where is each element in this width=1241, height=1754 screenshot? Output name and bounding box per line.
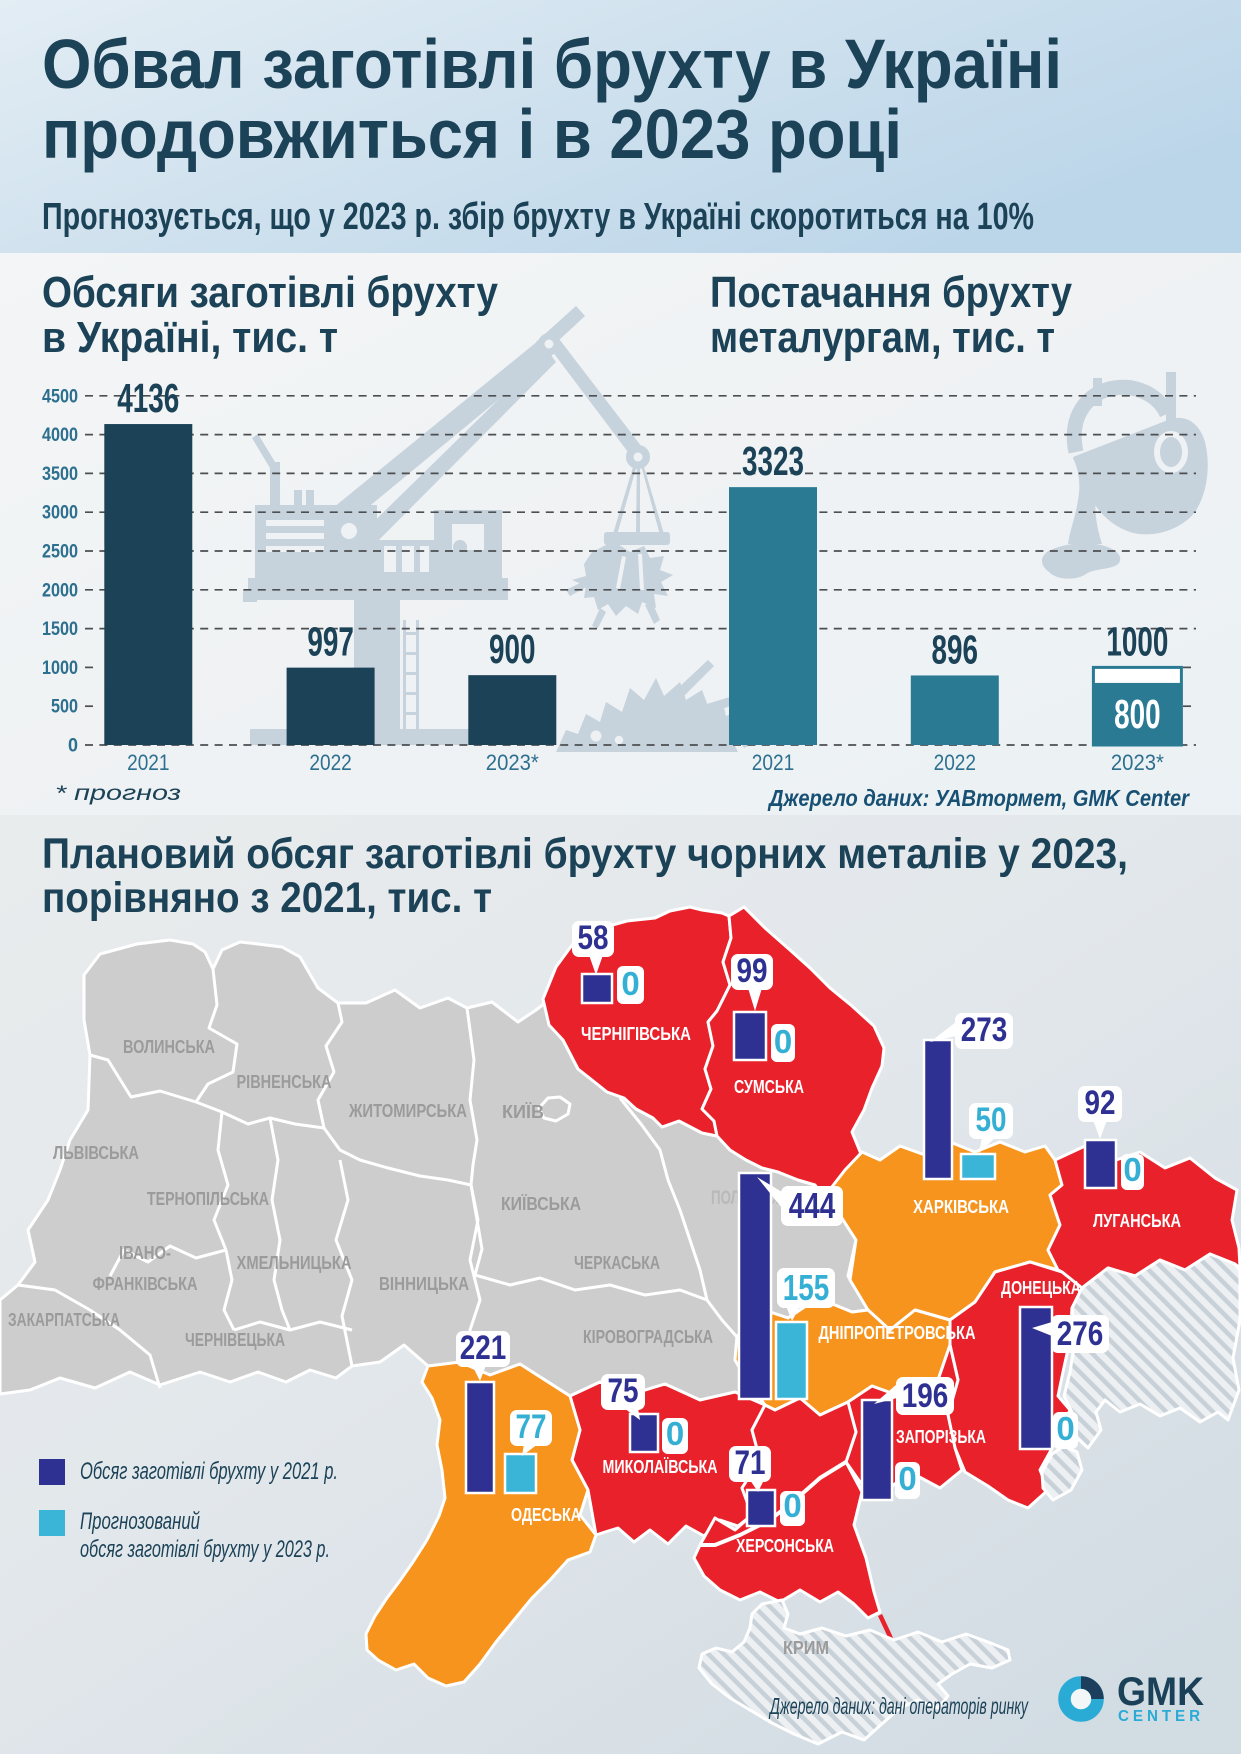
svg-text:92: 92 (1085, 1084, 1116, 1122)
svg-text:4500: 4500 (42, 385, 78, 407)
svg-text:4136: 4136 (117, 375, 179, 421)
svg-text:273: 273 (961, 1011, 1008, 1049)
svg-text:3000: 3000 (42, 502, 78, 524)
svg-text:ЖИТОМИРСЬКА: ЖИТОМИРСЬКА (348, 1100, 467, 1121)
svg-text:500: 500 (51, 696, 78, 718)
svg-text:ОДЕСЬКА: ОДЕСЬКА (511, 1504, 581, 1525)
svg-text:75: 75 (608, 1372, 639, 1410)
svg-text:ФРАНКІВСЬКА: ФРАНКІВСЬКА (93, 1273, 198, 1294)
svg-text:Джерело даних: УАВтормет, GMK: Джерело даних: УАВтормет, GMK Center (767, 785, 1190, 811)
svg-text:0: 0 (68, 735, 78, 757)
svg-text:ВОЛИНСЬКА: ВОЛИНСЬКА (123, 1036, 215, 1057)
svg-text:GMK: GMK (1117, 1670, 1204, 1714)
svg-text:155: 155 (783, 1267, 830, 1308)
svg-text:ЛЬВІВСЬКА: ЛЬВІВСЬКА (53, 1142, 139, 1163)
svg-text:Прогнозується, що у 2023 р. зб: Прогнозується, що у 2023 р. збір брухту … (42, 196, 1034, 238)
svg-text:CENTER: CENTER (1118, 1708, 1204, 1725)
svg-text:ТЕРНОПІЛЬСЬКА: ТЕРНОПІЛЬСЬКА (147, 1188, 269, 1209)
svg-text:обсяг заготівлі брухту у 2023: обсяг заготівлі брухту у 2023 р. (80, 1536, 330, 1563)
svg-text:2000: 2000 (42, 579, 78, 601)
svg-text:КИЇВ: КИЇВ (502, 1101, 544, 1122)
svg-text:0: 0 (898, 1460, 916, 1497)
svg-text:Прогнозований: Прогнозований (80, 1508, 200, 1535)
svg-text:77: 77 (516, 1408, 547, 1446)
svg-text:71: 71 (735, 1444, 766, 1482)
svg-text:Плановий обсяг заготівлі брухт: Плановий обсяг заготівлі брухту чорних м… (42, 830, 1128, 878)
svg-text:0: 0 (783, 1487, 801, 1524)
svg-text:0: 0 (621, 965, 639, 1002)
svg-text:СУМСЬКА: СУМСЬКА (734, 1076, 804, 1097)
svg-text:3323: 3323 (742, 438, 804, 484)
svg-text:221: 221 (460, 1329, 507, 1367)
svg-text:КИЇВСЬКА: КИЇВСЬКА (501, 1193, 581, 1214)
svg-text:Обвал заготівлі брухту в Украї: Обвал заготівлі брухту в Україні (42, 25, 1062, 103)
svg-text:0: 0 (774, 1023, 792, 1060)
svg-text:99: 99 (737, 952, 768, 990)
svg-text:Обсяг заготівлі брухту у 2021: Обсяг заготівлі брухту у 2021 р. (80, 1458, 338, 1485)
svg-text:Постачання брухту: Постачання брухту (710, 268, 1072, 317)
svg-text:Обсяги заготівлі брухту: Обсяги заготівлі брухту (42, 268, 498, 317)
svg-text:800: 800 (1114, 691, 1161, 737)
svg-text:КРИМ: КРИМ (783, 1637, 829, 1658)
svg-text:порівняно з 2021, тис. т: порівняно з 2021, тис. т (42, 874, 492, 922)
svg-text:ЗАПОРІЗЬКА: ЗАПОРІЗЬКА (896, 1426, 986, 1447)
svg-text:ХЕРСОНСЬКА: ХЕРСОНСЬКА (736, 1535, 834, 1556)
svg-text:0: 0 (666, 1415, 684, 1452)
svg-text:2021: 2021 (752, 750, 794, 775)
svg-text:0: 0 (1056, 1410, 1074, 1447)
svg-text:Джерело даних: дані операторів: Джерело даних: дані операторів ринку (768, 1693, 1029, 1719)
svg-text:4000: 4000 (42, 424, 78, 446)
svg-text:ЧЕРКАСЬКА: ЧЕРКАСЬКА (574, 1252, 660, 1273)
svg-text:896: 896 (932, 626, 979, 672)
svg-text:КІРОВОГРАДСЬКА: КІРОВОГРАДСЬКА (583, 1326, 713, 1347)
svg-text:900: 900 (489, 626, 536, 672)
svg-text:ХАРКІВСЬКА: ХАРКІВСЬКА (913, 1196, 1009, 1217)
svg-text:ДНІПРОПЕТРОВСЬКА: ДНІПРОПЕТРОВСЬКА (819, 1322, 976, 1343)
svg-text:продовжиться і в 2023 році: продовжиться і в 2023 році (42, 95, 902, 173)
svg-text:2023*: 2023* (486, 750, 539, 775)
svg-text:ВІННИЦЬКА: ВІННИЦЬКА (379, 1273, 469, 1294)
svg-text:2500: 2500 (42, 541, 78, 563)
svg-text:2022: 2022 (309, 750, 351, 775)
svg-text:МИКОЛАЇВСЬКА: МИКОЛАЇВСЬКА (603, 1456, 718, 1477)
svg-text:997: 997 (307, 619, 354, 665)
svg-text:2022: 2022 (934, 750, 976, 775)
svg-text:1000: 1000 (1106, 618, 1168, 664)
svg-text:196: 196 (902, 1377, 949, 1415)
svg-text:ІВАНО-: ІВАНО- (119, 1242, 171, 1263)
svg-text:1500: 1500 (42, 618, 78, 640)
svg-text:444: 444 (789, 1185, 836, 1226)
svg-text:ДОНЕЦЬКА: ДОНЕЦЬКА (1001, 1277, 1081, 1298)
svg-text:1000: 1000 (42, 657, 78, 679)
svg-text:в Україні, тис. т: в Україні, тис. т (42, 313, 338, 362)
svg-text:2023*: 2023* (1111, 750, 1164, 775)
svg-text:58: 58 (578, 919, 609, 957)
svg-text:ХМЕЛЬНИЦЬКА: ХМЕЛЬНИЦЬКА (237, 1252, 352, 1273)
svg-text:3500: 3500 (42, 463, 78, 485)
svg-text:276: 276 (1057, 1315, 1104, 1353)
svg-text:0: 0 (1123, 1151, 1141, 1188)
svg-text:* прогноз: * прогноз (55, 781, 181, 805)
svg-text:2021: 2021 (127, 750, 169, 775)
svg-text:50: 50 (976, 1101, 1007, 1139)
svg-text:ЧЕРНІГІВСЬКА: ЧЕРНІГІВСЬКА (581, 1023, 691, 1044)
svg-text:металургам, тис. т: металургам, тис. т (710, 313, 1055, 362)
svg-text:ЛУГАНСЬКА: ЛУГАНСЬКА (1093, 1210, 1181, 1231)
svg-text:ЧЕРНІВЕЦЬКА: ЧЕРНІВЕЦЬКА (185, 1329, 285, 1350)
svg-text:ЗАКАРПАТСЬКА: ЗАКАРПАТСЬКА (8, 1309, 120, 1330)
svg-text:РІВНЕНСЬКА: РІВНЕНСЬКА (237, 1071, 332, 1092)
